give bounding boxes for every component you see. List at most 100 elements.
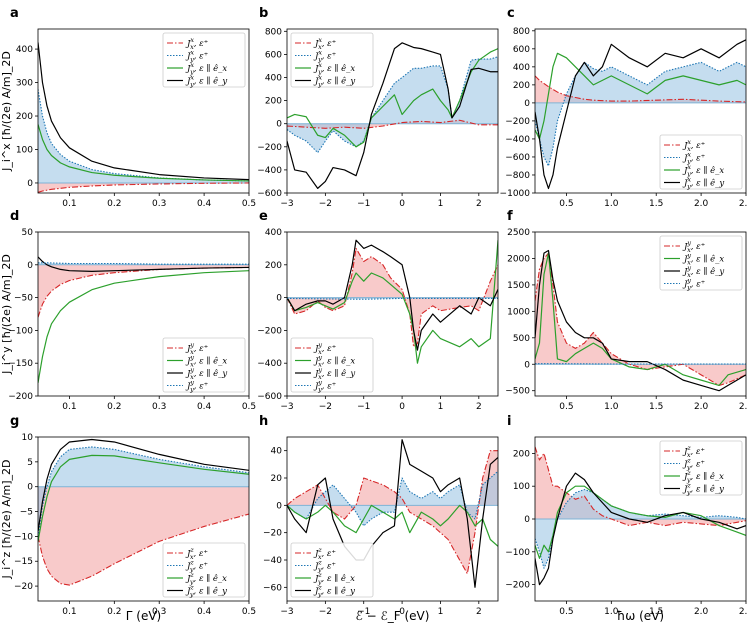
x-tick-label: 0.1: [62, 607, 76, 617]
legend: Jx x, ε⁺Jx y, ε⁺Jx y, ε ∥ ê_xJx y, ε ∥ ê_y: [290, 32, 374, 89]
x-tick-label: 2.0: [694, 402, 709, 412]
y-tick-label: 0: [524, 360, 530, 370]
plot-area: [38, 438, 249, 586]
series-fill-0: [38, 264, 249, 318]
legend-box: [659, 440, 743, 496]
x-tick-label: 2.5: [739, 607, 747, 617]
x-tick-label: 0.4: [197, 607, 212, 617]
series-line-2: [287, 48, 498, 148]
x-tick-label: −2: [319, 402, 332, 412]
series-line-2: [38, 124, 249, 182]
y-tick-label: −500: [505, 387, 530, 397]
y-axis-label-0: J_i^x [ħ/(2e) A/m]_2D: [0, 51, 13, 172]
x-tick-label: −2: [319, 607, 332, 617]
series-line-1: [38, 270, 249, 383]
series-fill-1: [38, 89, 249, 183]
series-line-2: [38, 454, 249, 542]
x-tick-label: 0: [399, 607, 405, 617]
y-tick-label: −200: [505, 581, 530, 591]
legend-label-0: Jz x, ε⁺: [313, 546, 336, 561]
plot-area: [535, 39, 746, 190]
panel-f: 0.5 1.0 1.5 2.0 2.5 −500 0 500 1000 1500 2000 2500 f…: [505, 209, 747, 412]
x-tick-label: 0.3: [152, 199, 166, 209]
legend-label-3: Jy y, ε⁺: [185, 379, 208, 394]
series-fill-1: [535, 489, 746, 569]
panel-letter: e: [259, 209, 268, 224]
legend-label-0: Jy x, ε⁺: [682, 239, 705, 254]
plot-area: [287, 42, 498, 189]
series-line-0: [287, 119, 498, 129]
x-tick-label: 0.2: [107, 607, 121, 617]
y-tick-label: 400: [265, 74, 282, 84]
y-tick-label: 200: [513, 449, 530, 459]
series-line-0: [287, 247, 498, 348]
axes-frame: [534, 231, 747, 397]
y-tick-label: −20: [14, 582, 33, 592]
series-fill-0: [535, 75, 746, 103]
series-fill-0: [38, 486, 249, 586]
y-tick-label: 10: [22, 433, 34, 443]
legend: Jy x, ε⁺Jy x, ε ∥ ê_xJy x, ε ∥ ê_yJy y, ε⁺: [659, 235, 743, 292]
series-line-1: [535, 61, 746, 167]
x-tick-label: 2.5: [739, 199, 747, 209]
y-tick-label: 800: [265, 27, 282, 37]
x-axis-label-1: ℰ − ℰ_F (eV): [356, 609, 430, 623]
x-tick-label: 2: [476, 607, 482, 617]
series-line-3: [38, 438, 249, 532]
y-tick-label: −200: [8, 392, 33, 402]
x-tick-label: 1: [438, 402, 444, 412]
y-tick-label: 0: [276, 294, 282, 304]
y-tick-label: −600: [505, 153, 530, 163]
axes-frame: [37, 231, 250, 397]
panel-letter: f: [507, 209, 513, 224]
x-tick-label: 2.5: [739, 402, 747, 412]
panel-letter: g: [10, 414, 19, 429]
x-tick-label: −3: [280, 607, 293, 617]
x-tick-label: 0.5: [559, 199, 573, 209]
y-tick-label: 200: [16, 112, 33, 122]
x-tick-label: −2: [319, 199, 332, 209]
legend-box: [659, 134, 743, 190]
y-tick-label: 2000: [507, 254, 530, 264]
y-tick-label: 600: [265, 50, 282, 60]
y-axis-label-1: J_i^y [ħ/(2e) A/m]_2D: [0, 254, 13, 375]
y-tick-label: −100: [505, 548, 530, 558]
legend-box: [162, 542, 246, 598]
x-tick-label: −3: [280, 199, 293, 209]
series-line-3: [535, 39, 746, 190]
legend: Jz x, ε⁺Jz y, ε⁺Jz y, ε ∥ ê_xJz y, ε ∥ ê_y: [162, 542, 246, 599]
series-fill-1: [287, 56, 498, 153]
y-tick-label: 600: [513, 45, 530, 55]
series-fill-0: [287, 450, 498, 574]
legend-label-3: Jx y, ε ∥ ê_y: [313, 74, 355, 89]
y-tick-label: 0: [27, 261, 33, 271]
x-tick-label: −3: [280, 402, 293, 412]
legend-label-1: Jz y, ε⁺: [185, 559, 208, 574]
y-tick-label: 400: [16, 45, 33, 55]
legend-label-2: Jz y, ε ∥ ê_x: [313, 571, 355, 586]
y-tick-label: −600: [257, 392, 282, 402]
y-tick-label: −1000: [500, 189, 531, 199]
legend-label-3: Jz y, ε ∥ ê_y: [185, 584, 227, 599]
x-tick-label: 0.4: [197, 402, 212, 412]
y-tick-label: −20: [263, 529, 282, 539]
legend-label-1: Jz y, ε⁺: [682, 457, 705, 472]
axes-frame: [286, 231, 499, 397]
y-tick-label: 0: [276, 120, 282, 130]
y-tick-label: −200: [505, 117, 530, 127]
x-tick-label: 1: [438, 607, 444, 617]
y-tick-label: 5: [27, 458, 33, 468]
legend-label-1: Jx y, ε⁺: [682, 151, 705, 166]
series-fill-1: [535, 62, 746, 166]
y-tick-label: −10: [14, 532, 33, 542]
y-tick-label: 0: [27, 483, 33, 493]
legend-box: [659, 235, 743, 291]
series-line-1: [38, 446, 249, 537]
y-tick-label: 800: [513, 27, 530, 37]
series-line-3: [535, 472, 746, 586]
legend-label-3: Jy y, ε⁺: [682, 277, 705, 292]
series-line-0: [38, 182, 249, 193]
y-tick-label: −150: [8, 359, 33, 369]
